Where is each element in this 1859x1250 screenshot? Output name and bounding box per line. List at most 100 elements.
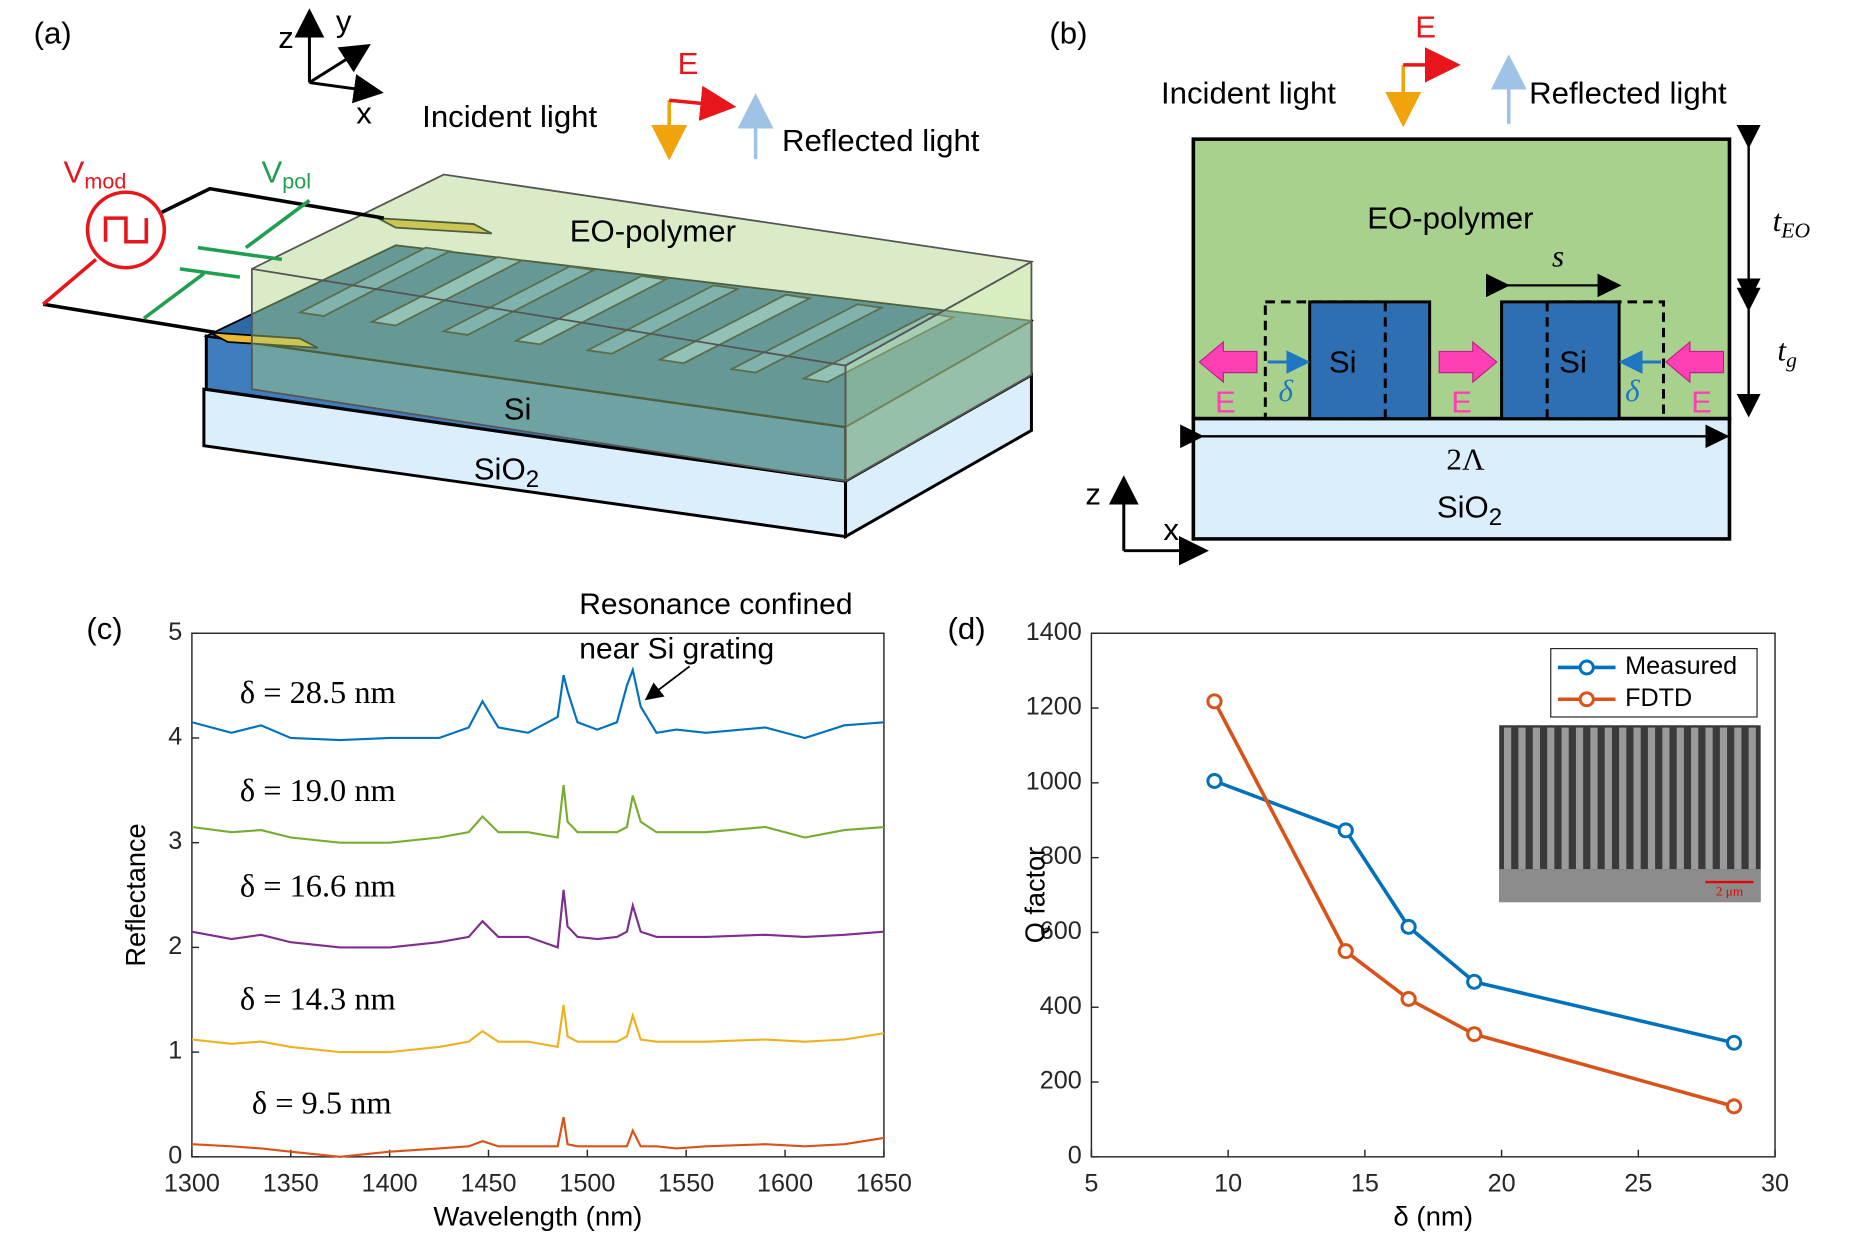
inset-stripe	[1518, 727, 1526, 870]
inset-stripe	[1604, 727, 1612, 870]
square-wave-icon	[103, 216, 149, 244]
y-tick-label: 400	[1040, 992, 1082, 1020]
axis-label: z	[1085, 477, 1101, 512]
s-label: s	[1552, 239, 1564, 274]
legend-marker	[1578, 691, 1595, 708]
inset-stripe	[1748, 727, 1756, 870]
x-tick-label: 10	[1214, 1170, 1242, 1198]
sio2-label: SiO2	[1437, 490, 1502, 531]
series-line	[191, 1004, 885, 1054]
y-tick-label: 1	[168, 1037, 182, 1065]
inset-base	[1499, 869, 1761, 903]
text: t	[1777, 333, 1787, 368]
point	[1400, 918, 1417, 935]
subscript: 2	[526, 467, 539, 494]
inset-stripe	[1532, 727, 1540, 870]
x-tick-label: 1400	[362, 1170, 418, 1198]
x-tick-label: 20	[1488, 1170, 1516, 1198]
field-label: E	[1215, 385, 1236, 420]
x-tick-label: 30	[1761, 1170, 1789, 1198]
field-arrow-icon	[1198, 340, 1258, 384]
annotation: Resonance confined	[579, 588, 852, 621]
electrode	[209, 331, 319, 349]
plot-area	[1090, 632, 1776, 1158]
text: t	[1773, 203, 1783, 238]
si-label: Si	[1559, 345, 1587, 380]
subscript: g	[1786, 348, 1797, 372]
inset-stripe	[1590, 727, 1598, 870]
si-bar	[1500, 300, 1621, 421]
axis-label: y	[336, 4, 352, 39]
axis-arrow	[309, 74, 384, 104]
wire	[42, 258, 98, 306]
field-arrow-icon	[1664, 340, 1725, 384]
x-tick-label: 1450	[460, 1170, 516, 1198]
text: V	[64, 155, 85, 190]
vmod-label: Vmod	[64, 155, 127, 193]
y-tick-label: 1000	[1026, 768, 1082, 796]
spectra-chart: 1300 1350 1400 1450 1500 1550 1600 1650 0 1 2 3 4 5 Wa…	[120, 588, 912, 1231]
grating-finger	[584, 284, 741, 355]
wire	[42, 302, 217, 335]
axis-label: x	[356, 96, 372, 131]
x-tick-label: 1350	[263, 1170, 319, 1198]
polymer-label: EO-polymer	[1367, 201, 1533, 236]
polymer-side	[844, 260, 1033, 483]
y-axis-label: Reflectance	[120, 823, 151, 966]
grating-finger	[296, 246, 453, 317]
annotation: near Si grating	[579, 633, 774, 666]
capacitor-plate	[197, 245, 283, 262]
series-line	[191, 889, 885, 949]
si-label: Si	[1329, 345, 1357, 380]
thickness-label: tEO	[1773, 203, 1810, 242]
point	[1206, 773, 1223, 789]
thickness-label: tg	[1777, 333, 1797, 372]
field-label: E	[1415, 10, 1436, 45]
point	[1337, 943, 1354, 960]
series-label: δ = 9.5 nm	[252, 1085, 392, 1121]
inset-stripe	[1676, 727, 1684, 870]
inset-stripe	[1691, 727, 1699, 870]
vpol-label: Vpol	[261, 155, 311, 193]
text: SiO	[1437, 490, 1489, 525]
cross-section-diagram: Incident light E Reflected light EO-poly…	[1085, 10, 1810, 566]
axis-label: z	[278, 20, 294, 55]
grating-finger	[440, 265, 597, 336]
series-label: δ = 16.6 nm	[240, 868, 396, 904]
grating-finger	[656, 293, 813, 365]
reflected-label: Reflected light	[782, 123, 980, 158]
y-tick-label: 1400	[1026, 618, 1082, 646]
inset-stripe	[1503, 727, 1512, 870]
wire	[161, 186, 385, 220]
subscript: pol	[282, 170, 311, 194]
polymer-label: EO-polymer	[570, 214, 736, 249]
point	[1337, 822, 1354, 839]
x-tick-label: 25	[1624, 1170, 1652, 1198]
grating-finger	[728, 303, 885, 374]
inset-stripe	[1662, 727, 1670, 870]
y-tick-label: 0	[168, 1142, 182, 1170]
x-tick-label: 1600	[757, 1170, 813, 1198]
qfactor-chart: 5 10 15 20 25 30 0 200 400 600 800 1000 1200 1400 δ (n…	[1020, 618, 1790, 1231]
legend-marker	[1578, 659, 1595, 676]
subscript: 2	[1489, 504, 1502, 531]
annotation-arrow	[644, 665, 691, 701]
y-tick-label: 2	[168, 932, 182, 960]
x-tick-label: 1300	[164, 1170, 220, 1198]
scale-bar-label: 2 μm	[1716, 884, 1743, 899]
field-label: E	[1691, 385, 1712, 420]
inset-stripe	[1705, 727, 1713, 870]
y-tick-label: 600	[1040, 917, 1082, 945]
electrode	[377, 217, 493, 235]
x-tick-label: 5	[1084, 1170, 1098, 1198]
grating-finger	[368, 256, 525, 327]
capacitor-wire	[142, 272, 205, 320]
y-tick-label: 800	[1040, 842, 1082, 870]
panel-label: (c)	[86, 611, 122, 646]
text: SiO	[474, 452, 526, 487]
point	[1466, 1026, 1483, 1043]
field-arrow-icon	[1438, 340, 1498, 384]
polymer-region	[1191, 137, 1732, 421]
x-tick-label: 1650	[856, 1170, 912, 1198]
point	[1725, 1034, 1743, 1051]
